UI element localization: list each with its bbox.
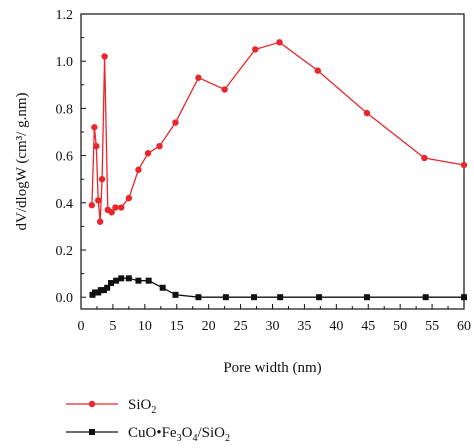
- data-point: [159, 284, 166, 291]
- data-point: [125, 275, 132, 282]
- x-tick-label: 0: [78, 319, 85, 334]
- data-point: [363, 294, 370, 301]
- data-point: [93, 142, 100, 150]
- legend-subscript: 2: [225, 433, 230, 444]
- y-tick-label: 1.0: [56, 55, 74, 70]
- data-point: [222, 294, 229, 301]
- y-tick-label: 0.4: [56, 197, 74, 212]
- series-sio2: [88, 39, 468, 225]
- legend-text-part: O: [182, 425, 193, 441]
- x-tick-label: 25: [234, 319, 248, 334]
- data-point: [421, 154, 428, 162]
- data-point: [88, 201, 96, 209]
- data-point: [314, 67, 322, 74]
- y-tick-label: 0.6: [56, 150, 74, 165]
- legend-text-part: CuO•Fe: [128, 425, 177, 441]
- data-point: [118, 204, 125, 211]
- series-cuo-fe3o4-sio2: [89, 275, 467, 301]
- y-tick-label: 1.2: [56, 8, 74, 23]
- data-point: [101, 53, 108, 60]
- y-axis-title: dV/dlogW (cm³/ g.nm): [14, 93, 30, 231]
- x-tick-label: 40: [329, 319, 343, 334]
- legend-entry: CuO•Fe3O4/SiO2: [66, 425, 230, 444]
- x-tick-label: 15: [170, 319, 184, 334]
- data-point: [172, 119, 179, 126]
- legend-label: SiO2: [128, 397, 156, 416]
- legend-text-part: /SiO: [197, 425, 225, 441]
- data-point: [461, 294, 467, 301]
- x-tick-label: 60: [457, 319, 471, 334]
- data-point: [460, 161, 468, 169]
- data-point: [277, 294, 284, 301]
- legend-subscript: 2: [151, 405, 156, 416]
- legend-subscript: 4: [192, 433, 197, 444]
- y-axis-ticks: 0.0 0.2 0.4 0.6 0.8 1.0 1.2: [56, 8, 86, 306]
- data-point: [108, 209, 115, 216]
- data-point: [195, 294, 202, 301]
- data-point: [195, 74, 202, 81]
- data-point: [144, 150, 152, 157]
- data-point: [250, 294, 257, 301]
- data-point: [91, 124, 98, 131]
- x-tick-label: 10: [138, 319, 152, 334]
- y-tick-label: 0.8: [56, 102, 74, 117]
- data-point: [276, 39, 283, 46]
- x-axis-ticks: 0 5 10 15 20 25 30 35 40 45 50 55 60: [78, 304, 471, 334]
- data-point: [221, 86, 228, 93]
- legend-entry: SiO2: [66, 397, 156, 416]
- data-point: [316, 294, 323, 301]
- data-point: [252, 46, 259, 53]
- x-tick-label: 55: [425, 319, 439, 334]
- data-point: [96, 218, 104, 225]
- data-point: [125, 194, 133, 202]
- y-tick-label: 0.2: [56, 244, 74, 259]
- data-point: [95, 197, 102, 204]
- data-point: [135, 166, 142, 173]
- legend-marker: [88, 400, 96, 408]
- legend-marker: [89, 429, 95, 435]
- series-line: [91, 41, 465, 222]
- data-point: [92, 289, 99, 296]
- x-tick-label: 35: [297, 319, 311, 334]
- legend-subscript: 3: [177, 433, 182, 444]
- data-point: [100, 287, 107, 294]
- x-tick-label: 50: [393, 319, 407, 334]
- x-tick-label: 30: [266, 319, 280, 334]
- x-tick-label: 45: [361, 319, 375, 334]
- plot-frame-group: [80, 13, 465, 310]
- data-point: [118, 275, 125, 282]
- y-tick-label: 0.0: [56, 291, 74, 306]
- data-point: [422, 294, 429, 301]
- data-point: [172, 291, 179, 298]
- plot-frame: [80, 13, 465, 310]
- x-axis-title: Pore width (nm): [223, 360, 321, 376]
- legend-text-part: SiO: [128, 397, 152, 413]
- data-point: [104, 284, 111, 291]
- data-point: [135, 277, 142, 284]
- data-point: [363, 109, 371, 117]
- data-point: [98, 176, 106, 183]
- legend-label: CuO•Fe3O4/SiO2: [128, 425, 230, 444]
- x-tick-label: 5: [109, 319, 116, 334]
- data-point: [145, 277, 152, 284]
- series-layer: [88, 39, 468, 301]
- data-point: [97, 287, 104, 294]
- data-point: [112, 204, 119, 211]
- x-tick-label: 20: [202, 319, 216, 334]
- data-point: [108, 280, 115, 287]
- data-point: [156, 142, 163, 150]
- data-point: [113, 277, 120, 284]
